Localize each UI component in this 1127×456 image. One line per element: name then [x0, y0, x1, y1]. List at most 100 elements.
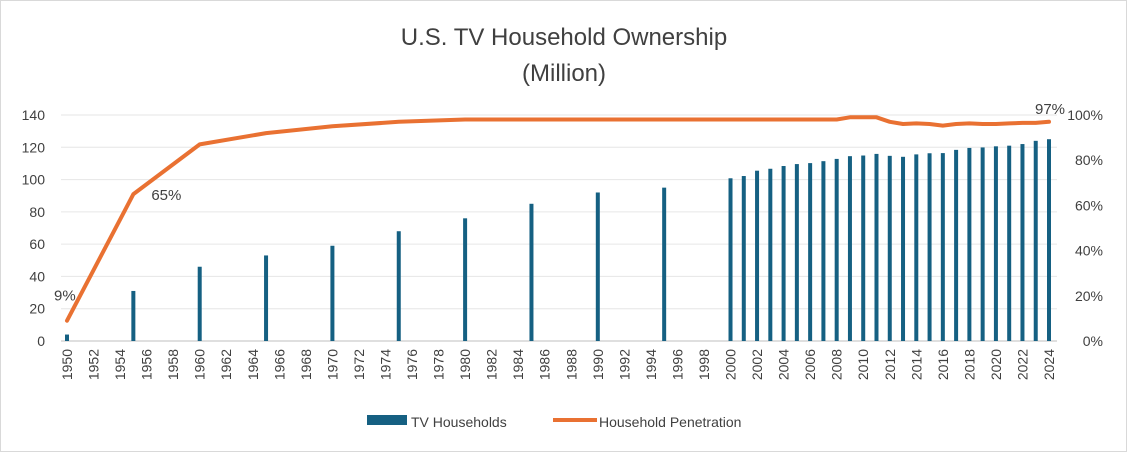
x-tick-label: 1962 [218, 349, 234, 380]
bar [940, 153, 945, 341]
x-tick-label: 2000 [723, 349, 739, 380]
bar [927, 153, 932, 341]
x-tick-label: 2022 [1014, 349, 1030, 380]
bar [861, 155, 866, 341]
x-tick-label: 1964 [245, 349, 261, 380]
data-labels: 9% 65% 97% [54, 101, 1065, 305]
bar [768, 168, 773, 341]
x-tick-label: 2004 [776, 349, 792, 380]
bar [529, 203, 534, 341]
x-tick-label: 1954 [112, 349, 128, 380]
x-tick-label: 1974 [377, 349, 393, 380]
bar [197, 266, 202, 341]
x-tick-label: 1976 [404, 349, 420, 380]
x-tick-label: 1988 [563, 349, 579, 380]
series-line-household-penetration [65, 115, 1051, 323]
x-tick-label: 2018 [961, 349, 977, 380]
x-tick-label: 2012 [882, 349, 898, 380]
bar [834, 158, 839, 341]
x-tick-label: 1966 [271, 349, 287, 380]
bar [662, 187, 667, 341]
x-tick-label: 1970 [324, 349, 340, 380]
x-tick-label: 1968 [298, 349, 314, 380]
x-tick-label: 2002 [749, 349, 765, 380]
bar [821, 161, 826, 341]
bar [808, 163, 813, 341]
data-label: 97% [1035, 101, 1065, 118]
bar [1007, 145, 1012, 341]
x-tick-label: 2008 [829, 349, 845, 380]
y-left-tick-label: 40 [29, 268, 45, 284]
x-tick-label: 1986 [537, 349, 553, 380]
x-tick-label: 1994 [643, 349, 659, 380]
y-left-tick-label: 20 [29, 301, 45, 317]
y-left-tick-label: 140 [22, 107, 46, 123]
bar [330, 245, 335, 341]
x-tick-label: 1950 [59, 349, 75, 380]
y-right-tick-label: 0% [1083, 333, 1103, 349]
y-left-tick-label: 80 [29, 204, 45, 220]
x-tick-label: 1984 [510, 349, 526, 380]
bar [914, 154, 919, 341]
bar [65, 334, 69, 341]
bar [595, 192, 600, 341]
right-axis: 0% 20% 40% 60% 80% 100% [1067, 107, 1103, 349]
y-left-tick-label: 120 [22, 139, 46, 155]
bar [901, 156, 906, 341]
bar [1020, 144, 1025, 341]
bar [954, 149, 959, 341]
x-tick-label: 2014 [908, 349, 924, 380]
x-tick-label: 1992 [616, 349, 632, 380]
x-tick-label: 1958 [165, 349, 181, 380]
x-tick-label: 1998 [696, 349, 712, 380]
legend-label-tv-households: TV Households [411, 414, 507, 430]
bar [131, 290, 136, 341]
bar-series [65, 139, 1051, 341]
x-tick-label: 1980 [457, 349, 473, 380]
chart-title: U.S. TV Household Ownership [401, 24, 727, 51]
data-label: 65% [151, 187, 181, 204]
bar [781, 166, 786, 341]
legend-swatch-tv-households [367, 415, 407, 425]
bar [887, 155, 892, 341]
bar [264, 255, 269, 341]
bar [980, 147, 985, 341]
x-tick-label: 1990 [590, 349, 606, 380]
x-tick-label: 2010 [855, 349, 871, 380]
x-tick-label: 1982 [484, 349, 500, 380]
bar [728, 178, 733, 341]
bar [1047, 139, 1051, 341]
x-tick-label: 2024 [1041, 349, 1057, 380]
y-right-tick-label: 80% [1075, 152, 1103, 168]
bar [967, 147, 972, 341]
y-left-tick-label: 0 [37, 333, 45, 349]
x-tick-label: 2016 [935, 349, 951, 380]
y-right-tick-label: 100% [1067, 107, 1103, 123]
y-left-tick-label: 60 [29, 236, 45, 252]
x-axis: 1950 1952 1954 1956 1958 1960 1962 1964 1966 1968… [59, 349, 1057, 380]
x-tick-label: 1956 [139, 349, 155, 380]
y-right-tick-label: 40% [1075, 243, 1103, 259]
bar [463, 218, 468, 341]
y-left-tick-label: 100 [22, 172, 46, 188]
y-right-tick-label: 60% [1075, 197, 1103, 213]
bar [755, 170, 760, 341]
x-tick-label: 1996 [669, 349, 685, 380]
x-tick-label: 2020 [988, 349, 1004, 380]
chart-subtitle: (Million) [522, 60, 606, 87]
x-tick-label: 1960 [192, 349, 208, 380]
bar [1033, 140, 1038, 341]
bar [993, 146, 998, 341]
bar [396, 231, 401, 341]
bar [847, 156, 852, 341]
bar [741, 176, 746, 341]
line-series [65, 115, 1051, 323]
left-axis: 0 20 40 60 80 100 120 140 [22, 107, 46, 349]
data-label: 9% [54, 288, 76, 305]
x-tick-label: 1972 [351, 349, 367, 380]
x-tick-label: 1978 [431, 349, 447, 380]
bar [874, 153, 879, 341]
y-right-tick-label: 20% [1075, 288, 1103, 304]
